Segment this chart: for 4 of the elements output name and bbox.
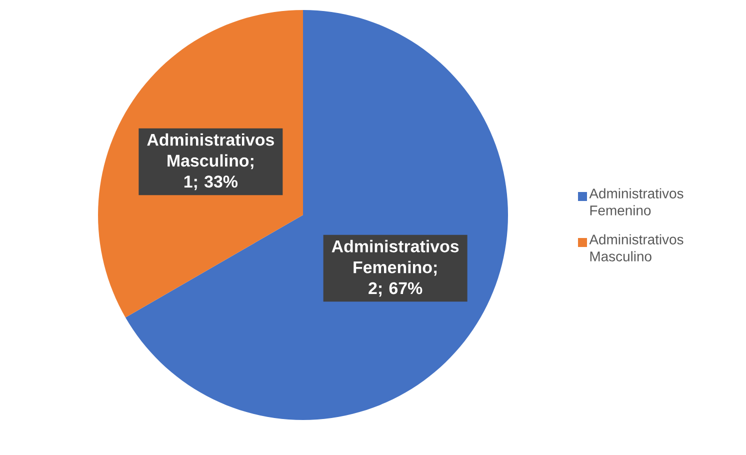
- legend-label: Administrativos Masculino: [589, 234, 684, 262]
- legend-label: Administrativos Femenino: [589, 188, 684, 216]
- data-label: Administrativos Masculino; 1; 33%: [147, 133, 274, 190]
- data-label: Administrativos Femenino; 2; 67%: [332, 240, 459, 297]
